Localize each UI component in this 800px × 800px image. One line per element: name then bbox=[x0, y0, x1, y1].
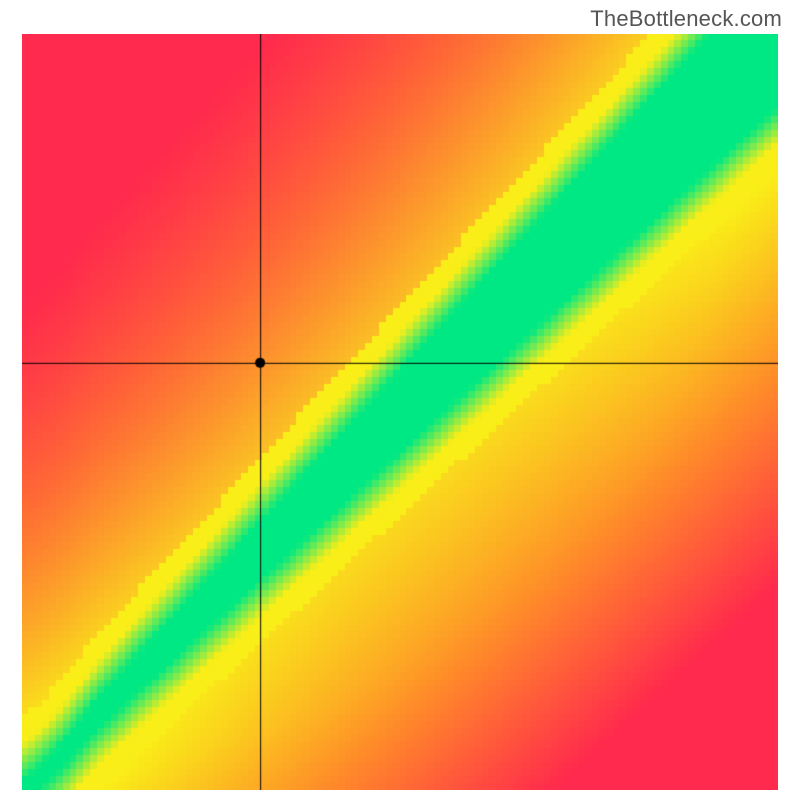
bottleneck-heatmap bbox=[22, 34, 778, 790]
chart-container: TheBottleneck.com bbox=[0, 0, 800, 800]
watermark-text: TheBottleneck.com bbox=[590, 6, 782, 32]
